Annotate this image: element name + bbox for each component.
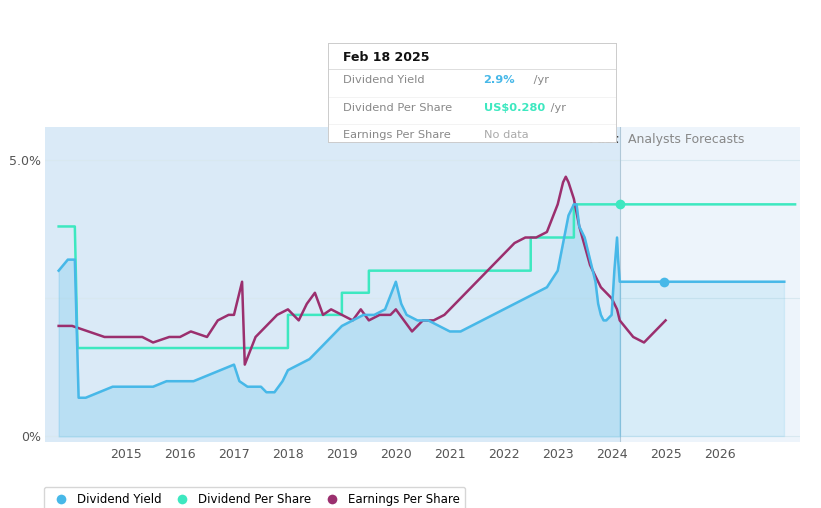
Bar: [620, 127, 800, 442]
Text: /yr: /yr: [547, 103, 566, 113]
Text: Dividend Yield: Dividend Yield: [343, 75, 424, 85]
Text: Analysts Forecasts: Analysts Forecasts: [628, 133, 744, 146]
Text: /yr: /yr: [530, 75, 548, 85]
Text: No data: No data: [484, 131, 528, 140]
Text: US$0.280: US$0.280: [484, 103, 545, 113]
Text: Earnings Per Share: Earnings Per Share: [343, 131, 451, 140]
Text: Past: Past: [589, 133, 620, 146]
Text: 2.9%: 2.9%: [484, 75, 516, 85]
Text: Dividend Per Share: Dividend Per Share: [343, 103, 452, 113]
Legend: Dividend Yield, Dividend Per Share, Earnings Per Share: Dividend Yield, Dividend Per Share, Earn…: [44, 487, 466, 508]
Text: Feb 18 2025: Feb 18 2025: [343, 51, 429, 64]
